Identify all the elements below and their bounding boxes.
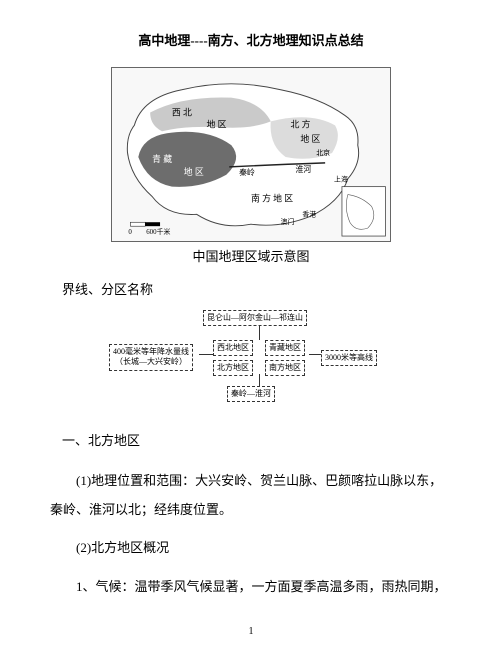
map-scale-600: 600千米 [146, 227, 170, 236]
page-number: 1 [0, 626, 502, 637]
map-label-qinling: 秦岭 [239, 167, 255, 177]
diagram-nf-box: 北方地区 [213, 360, 253, 376]
map-label-diqu1: 地 区 [207, 118, 227, 129]
para-1: (1)地理位置和范围：大兴安岭、贺兰山脉、巴颜喀拉山脉以东，秦岭、淮河以北；经纬… [50, 467, 452, 524]
map-label-huaihe: 淮河 [295, 164, 311, 174]
diagram-bottom-box: 秦岭—淮河 [227, 386, 275, 402]
para-2: (2)北方地区概况 [50, 534, 452, 563]
map-label-northwest: 西 北 [172, 107, 192, 117]
map-caption: 中国地理区域示意图 [50, 246, 452, 265]
diagram-left-line2: （长城—大兴安岭） [113, 357, 189, 367]
para-3: 1、气候：温带季风气候显著，一方面夏季高温多雨，雨热同期， [50, 573, 452, 602]
map-label-diqu2: 地 区 [184, 166, 204, 177]
map-label-shanghai: 上海 [334, 175, 348, 184]
diagram-sf-box: 南方地区 [265, 360, 305, 376]
page-title: 高中地理----南方、北方地理知识点总结 [50, 30, 452, 49]
region-diagram: 昆仑山—阿尔金山—祁连山 400毫米等年降水量线 （长城—大兴安岭） 西北地区 … [121, 310, 381, 406]
map-label-diqu3: 地 区 [300, 133, 320, 144]
diagram-top-box: 昆仑山—阿尔金山—祁连山 [203, 310, 307, 326]
section-1-head: 一、北方地区 [62, 430, 452, 449]
diagram-left-box: 400毫米等年降水量线 （长城—大兴安岭） [109, 344, 193, 371]
map-figure: 西 北 地 区 青 藏 地 区 北 方 地 区 秦岭 淮河 南 方 地 区 北京… [111, 67, 391, 242]
map-label-xianggang: 香港 [302, 209, 316, 218]
diagram-qz-box: 青藏地区 [265, 340, 305, 356]
diagram-right-box: 3000米等高线 [321, 350, 377, 366]
boundary-subhead: 界线、分区名称 [62, 279, 452, 298]
map-label-north: 北 方 [291, 118, 311, 129]
map-label-beijing: 北京 [316, 148, 330, 157]
map-label-south: 南 方 地 区 [251, 192, 293, 203]
map-label-aomen: 澳门 [281, 217, 295, 226]
diagram-nw-box: 西北地区 [213, 340, 253, 356]
map-scale-0: 0 [128, 229, 132, 236]
map-label-qingzang: 青 藏 [152, 153, 172, 164]
diagram-left-line1: 400毫米等年降水量线 [113, 347, 189, 357]
